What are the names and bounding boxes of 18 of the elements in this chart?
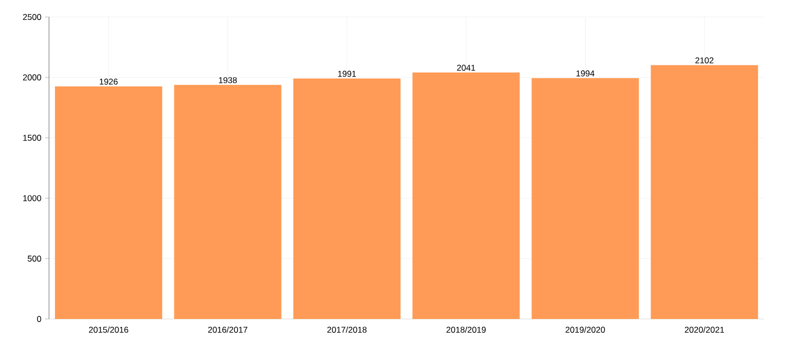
y-tick-label: 2500 (23, 14, 42, 20)
data-label: 1994 (576, 70, 594, 76)
data-label: 1991 (338, 70, 356, 77)
x-tick-label: 2019/2020 (566, 326, 605, 333)
x-tick-label: 2016/2017 (208, 326, 248, 333)
x-tick-label: 2018/2019 (446, 326, 486, 333)
y-tick-label: 1000 (23, 195, 42, 202)
data-label: 2102 (695, 57, 714, 64)
y-tick-label: 0 (37, 316, 42, 322)
x-tick-label: 2017/2018 (327, 326, 367, 333)
y-tick-label: 500 (28, 256, 42, 262)
data-label: 1926 (100, 78, 118, 85)
y-tick-label: 1500 (23, 134, 42, 141)
x-tick-label: 2020/2021 (684, 326, 724, 333)
y-tick-label: 2000 (23, 74, 42, 80)
data-label: 2041 (457, 64, 476, 71)
x-tick-label: 2015/2016 (88, 326, 128, 333)
data-label: 1938 (218, 77, 237, 84)
